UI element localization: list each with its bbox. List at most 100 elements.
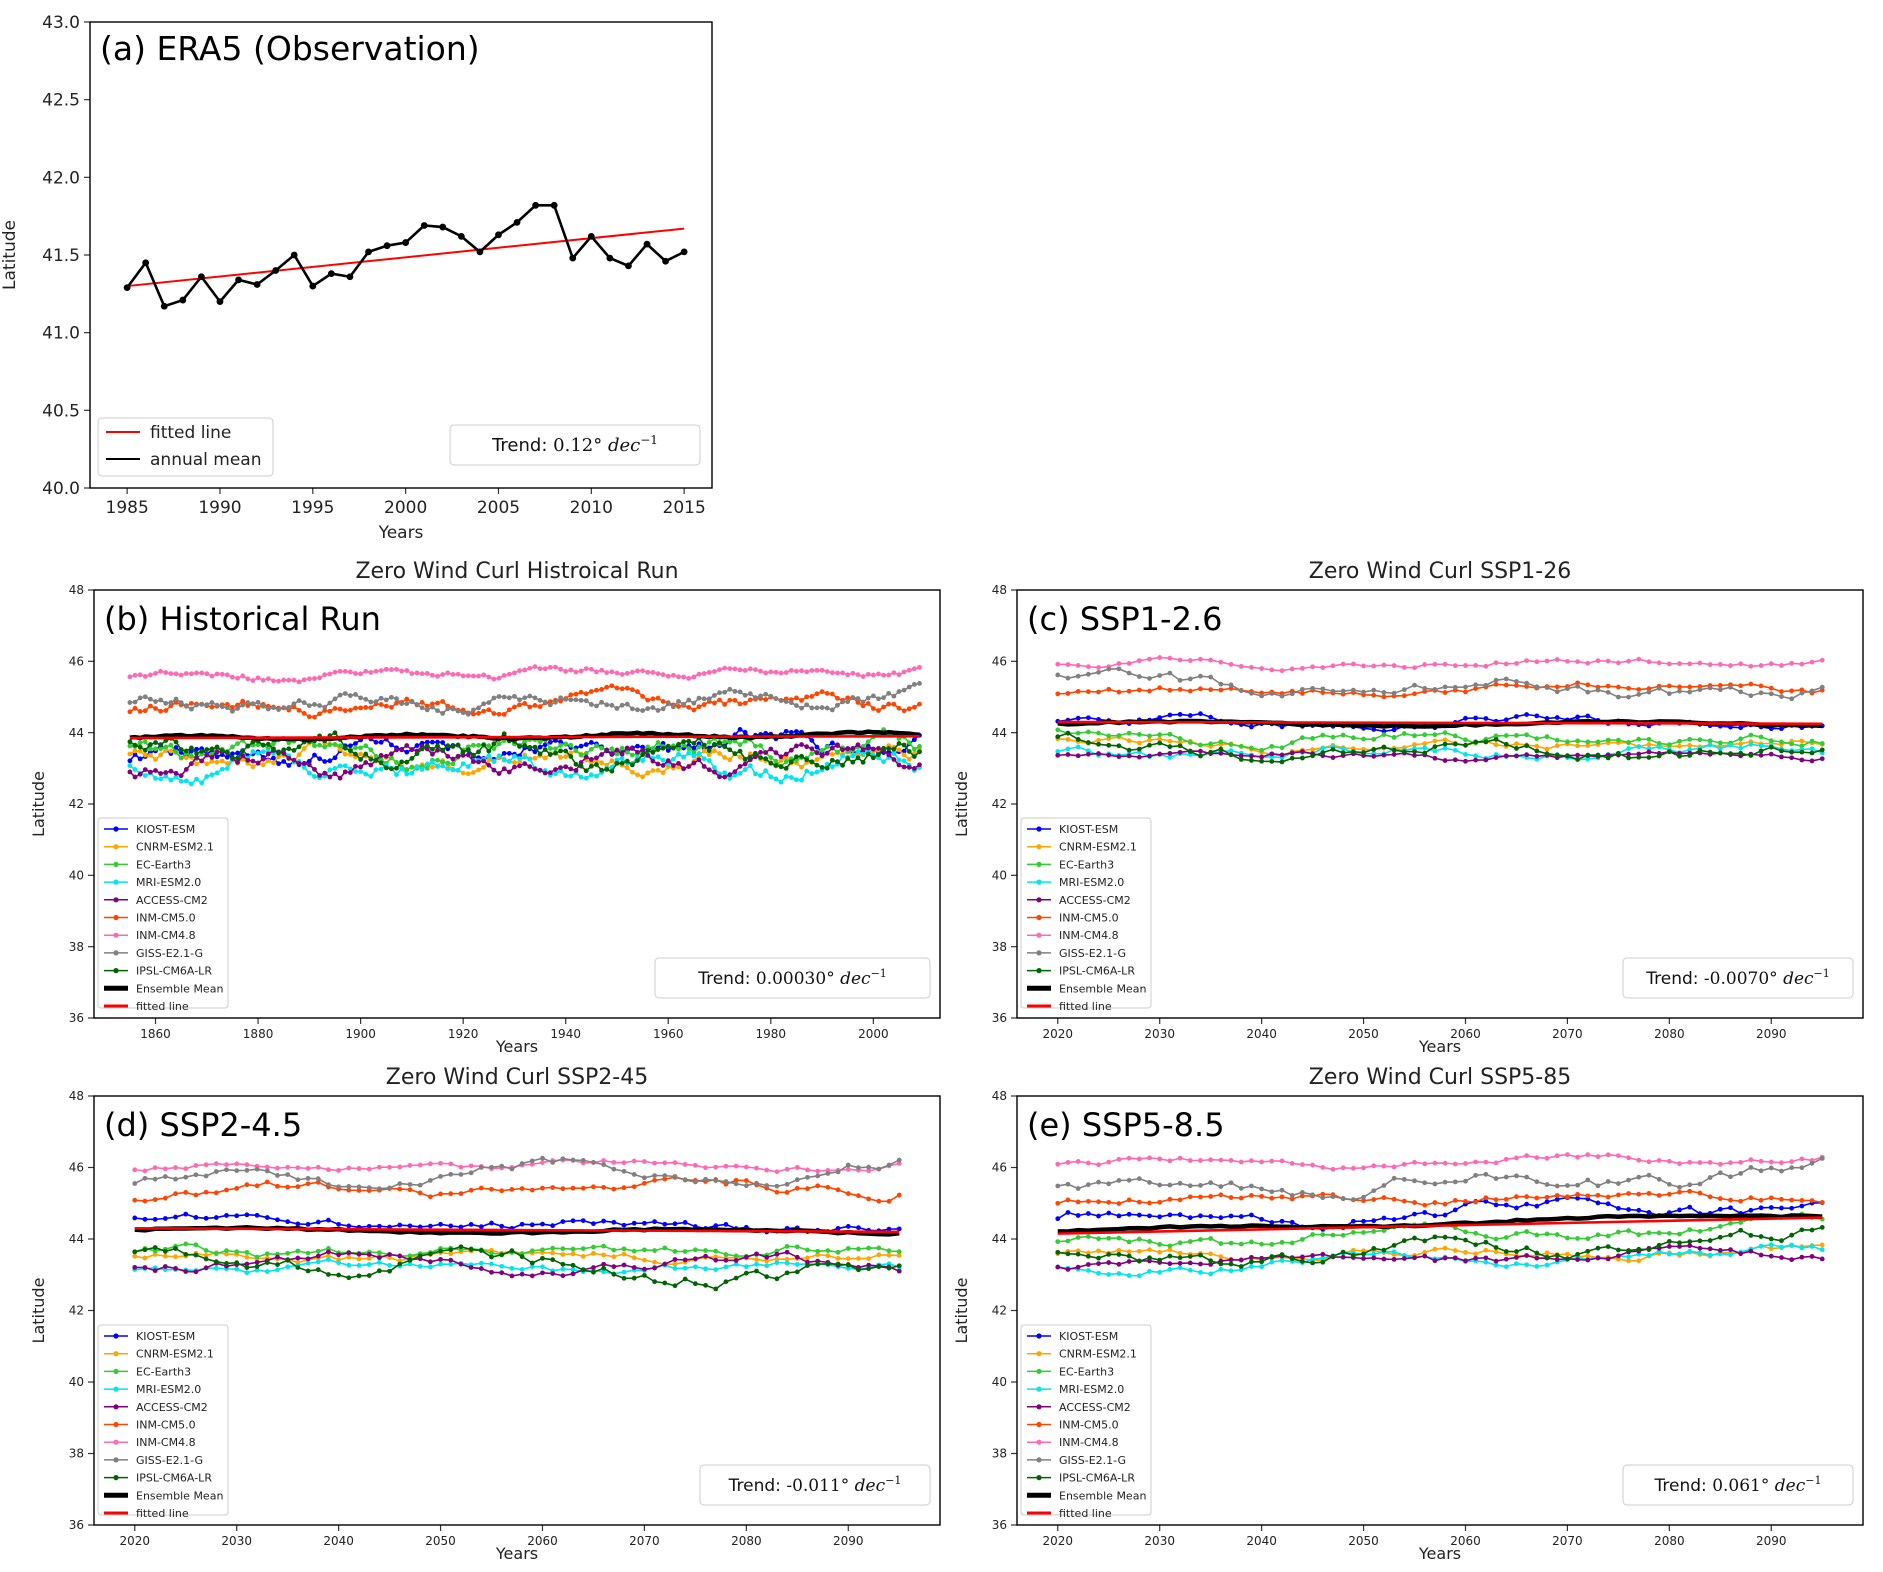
series-point <box>891 757 897 762</box>
series-point <box>1147 656 1152 662</box>
series-point <box>519 1161 525 1166</box>
series-point <box>1809 746 1815 752</box>
series-point <box>1717 750 1723 756</box>
series-point <box>723 1264 729 1270</box>
series-point <box>1463 1237 1468 1243</box>
series-point <box>876 1166 882 1172</box>
series-point <box>1514 1205 1519 1211</box>
series-point <box>427 1223 433 1229</box>
series-point <box>168 700 174 705</box>
series-point <box>1381 1215 1387 1221</box>
series-point <box>1289 1161 1295 1166</box>
series-point <box>430 746 435 752</box>
series-point <box>173 1266 178 1271</box>
x-tick-label: 2070 <box>629 1534 660 1548</box>
series-point <box>1259 1159 1265 1165</box>
series-point <box>652 1177 658 1183</box>
series-point <box>332 696 338 702</box>
series-point <box>1126 1273 1132 1278</box>
series-point <box>1198 1194 1203 1200</box>
series-point <box>784 1190 790 1195</box>
series-point <box>676 751 681 757</box>
legend-marker <box>113 1404 119 1410</box>
series-point <box>481 701 487 707</box>
series-point <box>1228 1240 1234 1246</box>
series-point <box>568 667 574 673</box>
series-point <box>1147 737 1152 743</box>
series-point <box>558 765 563 770</box>
series-point <box>1116 1252 1122 1257</box>
series-point <box>1636 1191 1642 1197</box>
series-point <box>394 765 399 771</box>
series-point <box>1055 1200 1061 1206</box>
series-point <box>158 668 164 674</box>
series-point <box>255 675 261 681</box>
series-point <box>1249 1263 1254 1269</box>
series-point <box>784 1260 790 1266</box>
series-point <box>517 668 522 674</box>
series-point <box>753 667 758 672</box>
series-point <box>260 742 266 748</box>
series-point <box>1106 1251 1112 1257</box>
series-point <box>1748 732 1754 738</box>
series-point <box>1249 1158 1254 1164</box>
series-point <box>397 1181 403 1187</box>
series-point <box>1615 1253 1621 1259</box>
series-point <box>358 769 364 775</box>
series-point <box>580 1218 586 1224</box>
series-point <box>1320 1191 1326 1197</box>
series-line <box>134 1245 900 1290</box>
series-point <box>142 752 148 758</box>
series-point <box>886 672 892 678</box>
series-point <box>1187 713 1193 718</box>
series-point <box>189 706 194 712</box>
series-point <box>768 760 774 766</box>
series-point <box>1350 1165 1356 1171</box>
series-point <box>1626 1254 1631 1260</box>
series-point <box>1799 749 1805 755</box>
series-point <box>305 1221 311 1227</box>
series-point <box>645 770 651 776</box>
series-point <box>244 1167 250 1173</box>
series-point <box>1259 754 1265 760</box>
series-point <box>1126 670 1132 676</box>
series-point <box>1554 657 1560 662</box>
legend-label: ACCESS-CM2 <box>1059 894 1131 907</box>
series-point <box>1595 1183 1601 1189</box>
legend-label: MRI-ESM2.0 <box>1059 1383 1124 1396</box>
series-point <box>727 747 733 753</box>
series-point <box>1269 759 1275 764</box>
series-point <box>1626 1177 1631 1183</box>
series-point <box>1452 1207 1458 1213</box>
series-point <box>845 756 851 761</box>
series-point <box>1065 752 1071 757</box>
series-point <box>1126 747 1132 753</box>
series-point <box>315 1176 321 1182</box>
series-point <box>774 1260 780 1266</box>
series-point <box>1524 680 1530 686</box>
legend-label: INM-CM4.8 <box>136 1436 196 1449</box>
series-point <box>1116 666 1122 672</box>
series-point <box>368 762 374 768</box>
series-point <box>553 699 558 705</box>
annual-mean-point <box>587 232 595 240</box>
series-point <box>799 777 804 783</box>
chart-panel-b: Zero Wind Curl Histroical Run36384042444… <box>29 559 941 1056</box>
series-point <box>655 671 661 677</box>
series-point <box>840 762 845 768</box>
series-point <box>1656 1158 1662 1163</box>
series-point <box>611 1247 617 1253</box>
series-point <box>583 742 589 747</box>
series-point <box>322 704 328 710</box>
series-point <box>1310 747 1315 752</box>
series-point <box>1768 738 1774 744</box>
series-point <box>173 696 179 702</box>
series-point <box>799 764 804 770</box>
series-point <box>825 1184 831 1190</box>
series-point <box>1717 1196 1723 1201</box>
series-point <box>465 711 471 717</box>
series-point <box>394 772 399 777</box>
series-point <box>737 771 743 776</box>
series-point <box>397 1186 403 1192</box>
series-point <box>254 1254 260 1260</box>
